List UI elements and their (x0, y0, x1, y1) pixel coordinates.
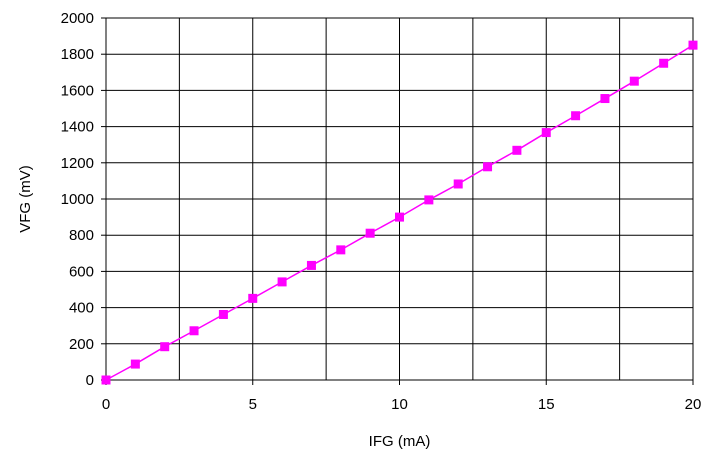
x-axis-title: IFG (mA) (369, 433, 431, 450)
data-point (101, 375, 111, 385)
data-point (483, 162, 493, 172)
data-point (512, 145, 522, 155)
y-tick-label: 1400 (61, 119, 94, 136)
x-tick-label: 10 (391, 396, 408, 413)
data-point (218, 309, 228, 319)
data-point (395, 212, 404, 222)
y-tick-label: 1600 (61, 82, 94, 99)
x-axis-ticks: 0 5 10 15 20 (102, 380, 702, 413)
y-axis-title: VFG (mV) (17, 165, 34, 233)
y-tick-label: 400 (69, 300, 94, 317)
data-point (688, 40, 698, 50)
data-point (541, 128, 551, 138)
data-point (277, 277, 287, 287)
data-point (600, 94, 610, 104)
y-tick-label: 1000 (61, 191, 94, 208)
data-point (336, 245, 346, 255)
y-tick-label: 0 (86, 372, 94, 389)
data-point (629, 76, 639, 86)
data-point (424, 195, 434, 205)
data-point (306, 260, 316, 270)
y-axis-ticks: 0 200 400 600 800 1000 1200 1400 1600 1800 2000 (61, 10, 106, 389)
y-tick-label: 1800 (61, 46, 94, 63)
data-point (160, 342, 170, 352)
data-point (248, 293, 258, 303)
y-tick-label: 800 (69, 227, 94, 244)
x-tick-label: 5 (249, 396, 257, 413)
data-point (453, 179, 463, 189)
y-tick-label: 2000 (61, 10, 94, 27)
data-point (659, 58, 669, 68)
y-tick-label: 200 (69, 336, 94, 353)
x-tick-label: 0 (102, 396, 110, 413)
data-point (365, 228, 375, 238)
x-tick-label: 15 (538, 396, 555, 413)
y-tick-label: 600 (69, 263, 94, 280)
data-point (571, 111, 581, 121)
data-point (130, 359, 140, 369)
series-group (101, 40, 698, 385)
y-tick-label: 1200 (61, 155, 94, 172)
x-tick-label: 20 (685, 396, 702, 413)
data-point (189, 326, 199, 336)
